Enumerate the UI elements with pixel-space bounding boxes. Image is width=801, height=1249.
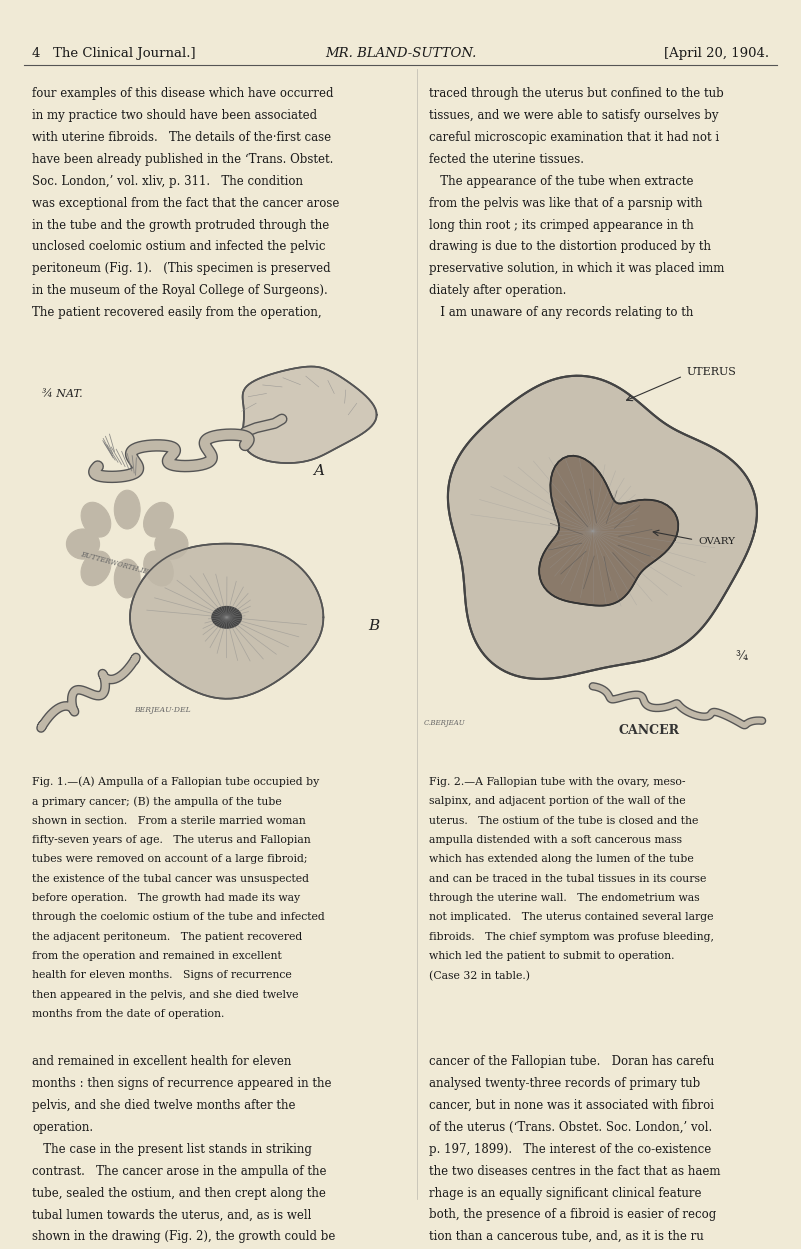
Text: [April 20, 1904.: [April 20, 1904. (664, 47, 769, 60)
Text: the existence of the tubal cancer was unsuspected: the existence of the tubal cancer was un… (32, 874, 309, 884)
Text: drawing is due to the distortion produced by th: drawing is due to the distortion produce… (429, 240, 710, 254)
Text: tubes were removed on account of a large fibroid;: tubes were removed on account of a large… (32, 854, 308, 864)
Text: through the uterine wall.   The endometrium was: through the uterine wall. The endometriu… (429, 893, 699, 903)
Text: which has extended along the lumen of the tube: which has extended along the lumen of th… (429, 854, 694, 864)
Polygon shape (448, 376, 757, 679)
Polygon shape (539, 456, 678, 606)
Text: contrast.   The cancer arose in the ampulla of the: contrast. The cancer arose in the ampull… (32, 1164, 327, 1178)
Ellipse shape (155, 530, 188, 560)
Text: of the uterus (‘Trans. Obstet. Soc. London,’ vol.: of the uterus (‘Trans. Obstet. Soc. Lond… (429, 1122, 712, 1134)
Ellipse shape (115, 490, 140, 530)
Text: The appearance of the tube when extracte: The appearance of the tube when extracte (429, 175, 693, 187)
Text: long thin root ; its crimped appearance in th: long thin root ; its crimped appearance … (429, 219, 694, 231)
Text: MR. BLAND-SUTTON.: MR. BLAND-SUTTON. (325, 47, 476, 60)
Text: tissues, and we were able to satisfy ourselves by: tissues, and we were able to satisfy our… (429, 110, 718, 122)
Text: Soc. London,’ vol. xliv, p. 311.   The condition: Soc. London,’ vol. xliv, p. 311. The con… (32, 175, 303, 187)
Text: both, the presence of a fibroid is easier of recog: both, the presence of a fibroid is easie… (429, 1209, 716, 1222)
Text: C.BERJEAU: C.BERJEAU (424, 719, 465, 727)
Text: the two diseases centres in the fact that as haem: the two diseases centres in the fact tha… (429, 1164, 720, 1178)
Text: OVARY: OVARY (698, 537, 735, 546)
Text: have been already published in the ‘Trans. Obstet.: have been already published in the ‘Tran… (32, 152, 333, 166)
Text: in the tube and the growth protruded through the: in the tube and the growth protruded thr… (32, 219, 329, 231)
Text: operation.: operation. (32, 1122, 93, 1134)
Text: cancer of the Fallopian tube.   Doran has carefu: cancer of the Fallopian tube. Doran has … (429, 1055, 714, 1068)
Text: salpinx, and adjacent portion of the wall of the: salpinx, and adjacent portion of the wal… (429, 797, 685, 807)
Ellipse shape (212, 607, 241, 628)
Text: peritoneum (Fig. 1).   (This specimen is preserved: peritoneum (Fig. 1). (This specimen is p… (32, 262, 331, 275)
Text: ¾ NAT.: ¾ NAT. (42, 388, 83, 398)
Text: analysed twenty-three records of primary tub: analysed twenty-three records of primary… (429, 1077, 700, 1090)
Ellipse shape (81, 551, 111, 586)
Text: 4   The Clinical Journal.]: 4 The Clinical Journal.] (32, 47, 195, 60)
Text: fected the uterine tissues.: fected the uterine tissues. (429, 152, 584, 166)
Text: which led the patient to submit to operation.: which led the patient to submit to opera… (429, 952, 674, 962)
Text: four examples of this disease which have occurred: four examples of this disease which have… (32, 87, 333, 100)
Ellipse shape (143, 502, 173, 537)
Text: health for eleven months.   Signs of recurrence: health for eleven months. Signs of recur… (32, 970, 292, 980)
Text: shown in the drawing (Fig. 2), the growth could be: shown in the drawing (Fig. 2), the growt… (32, 1230, 336, 1243)
Text: in my practice two should have been associated: in my practice two should have been asso… (32, 110, 317, 122)
Text: not implicated.   The uterus contained several large: not implicated. The uterus contained sev… (429, 912, 713, 923)
Text: through the coelomic ostium of the tube and infected: through the coelomic ostium of the tube … (32, 912, 324, 923)
Text: I am unaware of any records relating to th: I am unaware of any records relating to … (429, 306, 693, 318)
Text: cancer, but in none was it associated with fibroi: cancer, but in none was it associated wi… (429, 1099, 714, 1112)
Text: the adjacent peritoneum.   The patient recovered: the adjacent peritoneum. The patient rec… (32, 932, 302, 942)
Text: BUTTERWORTH.IE: BUTTERWORTH.IE (79, 551, 149, 576)
Text: then appeared in the pelvis, and she died twelve: then appeared in the pelvis, and she die… (32, 989, 299, 1000)
Text: tube, sealed the ostium, and then crept along the: tube, sealed the ostium, and then crept … (32, 1187, 326, 1199)
Text: (Case 32 in table.): (Case 32 in table.) (429, 970, 529, 980)
Text: Fig. 2.—A Fallopian tube with the ovary, meso-: Fig. 2.—A Fallopian tube with the ovary,… (429, 777, 685, 787)
Ellipse shape (115, 560, 140, 598)
Text: unclosed coelomic ostium and infected the pelvic: unclosed coelomic ostium and infected th… (32, 240, 325, 254)
Polygon shape (243, 366, 376, 463)
Ellipse shape (66, 530, 99, 560)
Text: ¾: ¾ (736, 651, 748, 663)
Text: preservative solution, in which it was placed imm: preservative solution, in which it was p… (429, 262, 724, 275)
Text: uterus.   The ostium of the tube is closed and the: uterus. The ostium of the tube is closed… (429, 816, 698, 826)
Polygon shape (130, 543, 324, 698)
Text: pelvis, and she died twelve months after the: pelvis, and she died twelve months after… (32, 1099, 296, 1112)
Text: before operation.   The growth had made its way: before operation. The growth had made it… (32, 893, 300, 903)
Text: traced through the uterus but confined to the tub: traced through the uterus but confined t… (429, 87, 723, 100)
Text: Fig. 1.—(A) Ampulla of a Fallopian tube occupied by: Fig. 1.—(A) Ampulla of a Fallopian tube … (32, 777, 320, 787)
Text: months from the date of operation.: months from the date of operation. (32, 1009, 224, 1019)
Text: diately after operation.: diately after operation. (429, 285, 566, 297)
Text: from the operation and remained in excellent: from the operation and remained in excel… (32, 952, 282, 962)
Ellipse shape (81, 502, 111, 537)
Text: with uterine fibroids.   The details of the·first case: with uterine fibroids. The details of th… (32, 131, 331, 144)
Text: The patient recovered easily from the operation,: The patient recovered easily from the op… (32, 306, 322, 318)
Text: in the museum of the Royal College of Surgeons).: in the museum of the Royal College of Su… (32, 285, 328, 297)
Text: fifty-seven years of age.   The uterus and Fallopian: fifty-seven years of age. The uterus and… (32, 836, 311, 846)
Text: from the pelvis was like that of a parsnip with: from the pelvis was like that of a parsn… (429, 197, 702, 210)
Text: UTERUS: UTERUS (687, 367, 737, 377)
Text: tion than a cancerous tube, and, as it is the ru: tion than a cancerous tube, and, as it i… (429, 1230, 703, 1243)
Text: and can be traced in the tubal tissues in its course: and can be traced in the tubal tissues i… (429, 874, 706, 884)
Text: fibroids.   The chief symptom was profuse bleeding,: fibroids. The chief symptom was profuse … (429, 932, 714, 942)
Text: a primary cancer; (B) the ampulla of the tube: a primary cancer; (B) the ampulla of the… (32, 797, 282, 807)
Text: BERJEAU·DEL: BERJEAU·DEL (135, 706, 191, 714)
Text: months : then signs of recurrence appeared in the: months : then signs of recurrence appear… (32, 1077, 332, 1090)
Text: careful microscopic examination that it had not i: careful microscopic examination that it … (429, 131, 718, 144)
Text: ampulla distended with a soft cancerous mass: ampulla distended with a soft cancerous … (429, 836, 682, 846)
Text: was exceptional from the fact that the cancer arose: was exceptional from the fact that the c… (32, 197, 340, 210)
Text: A: A (313, 465, 324, 478)
Text: The case in the present list stands in striking: The case in the present list stands in s… (32, 1143, 312, 1155)
Text: rhage is an equally significant clinical feature: rhage is an equally significant clinical… (429, 1187, 701, 1199)
Text: shown in section.   From a sterile married woman: shown in section. From a sterile married… (32, 816, 306, 826)
Text: CANCER: CANCER (618, 723, 680, 737)
Ellipse shape (143, 551, 173, 586)
Text: p. 197, 1899).   The interest of the co-existence: p. 197, 1899). The interest of the co-ex… (429, 1143, 710, 1155)
Text: and remained in excellent health for eleven: and remained in excellent health for ele… (32, 1055, 292, 1068)
Text: B: B (368, 620, 380, 633)
Text: tubal lumen towards the uterus, and, as is well: tubal lumen towards the uterus, and, as … (32, 1209, 312, 1222)
